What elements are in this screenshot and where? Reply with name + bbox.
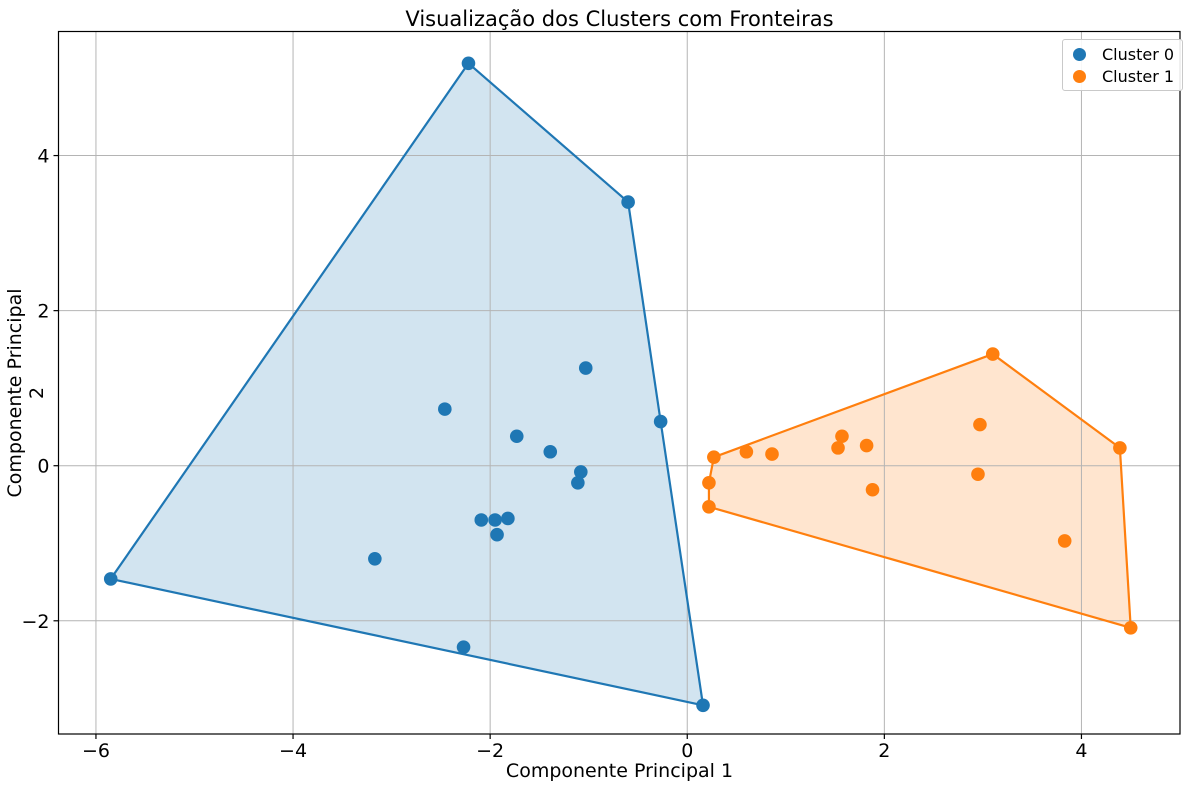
axes-spines: [57, 30, 1181, 735]
legend-label-cluster-1: Cluster 1: [1102, 66, 1175, 86]
cluster-0-point-1: [621, 195, 635, 209]
legend-item-cluster-0: Cluster 0: [1073, 43, 1174, 65]
cluster-0-point-15: [103, 572, 118, 586]
cluster-0-point-2: [438, 402, 452, 416]
cluster-0-hull-outline: [109, 62, 705, 707]
cluster-0-point-13: [368, 551, 382, 566]
cluster-1-point-4: [765, 447, 779, 461]
cluster-0-point-11: [501, 511, 515, 526]
cluster-1-point-0: [707, 450, 721, 464]
cluster-0-point-0: [461, 56, 476, 71]
cluster-1-hull-fill: [708, 354, 1131, 628]
cluster-0-point-16: [696, 698, 710, 713]
tick-label-x--4: −4: [279, 740, 307, 762]
cluster-1-point-6: [835, 429, 849, 444]
cluster-0-hull-fill: [110, 63, 704, 706]
tick-label-x-4: 4: [1075, 740, 1087, 762]
cluster-1-point-11: [985, 347, 1000, 361]
cluster-0-point-5: [543, 444, 558, 459]
legend: Cluster 0 Cluster 1: [1062, 39, 1184, 91]
cluster-0-point-4: [509, 429, 524, 444]
cluster-0-point-14: [456, 640, 471, 654]
cluster-1-point-2: [702, 500, 716, 514]
cluster-1-point-9: [973, 417, 987, 432]
cluster-0-point-8: [571, 475, 585, 490]
cluster-0-point-7: [574, 465, 588, 479]
tick-label-x-2: 2: [878, 740, 890, 762]
y-axis-label: Componente Principal 2: [4, 288, 48, 498]
cluster-0-point-12: [490, 527, 504, 542]
cluster-1-point-8: [865, 482, 880, 497]
tick-label-y-0: 0: [37, 456, 49, 478]
cluster-1-point-14: [1123, 620, 1138, 635]
cluster-0-point-6: [653, 414, 668, 429]
legend-label-cluster-0: Cluster 0: [1102, 44, 1175, 64]
tick-label-y-2: 2: [37, 301, 49, 323]
cluster-0-point-9: [474, 513, 489, 527]
tick-label-x--6: −6: [82, 740, 110, 762]
legend-item-cluster-1: Cluster 1: [1073, 65, 1174, 87]
cluster-1-point-5: [831, 441, 845, 455]
cluster-1-point-1: [702, 475, 716, 490]
cluster-0-marker-icon: [1073, 47, 1086, 61]
chart-title: Visualização dos Clusters com Fronteiras: [405, 7, 834, 31]
cluster-0-point-3: [578, 361, 593, 375]
cluster-1-marker-icon: [1073, 69, 1086, 83]
cluster-1-point-12: [1057, 534, 1072, 548]
cluster-1-point-10: [971, 467, 985, 482]
cluster-1-point-3: [739, 444, 754, 459]
tick-label-y--2: −2: [21, 611, 49, 633]
x-axis-label: Componente Principal 1: [505, 760, 734, 782]
cluster-1-point-7: [859, 438, 874, 453]
tick-label-x--2: −2: [476, 740, 504, 762]
cluster-0-point-10: [488, 513, 502, 527]
tick-label-x-0: 0: [681, 740, 693, 762]
tick-label-y-4: 4: [37, 146, 49, 168]
cluster-1-point-13: [1113, 441, 1127, 455]
